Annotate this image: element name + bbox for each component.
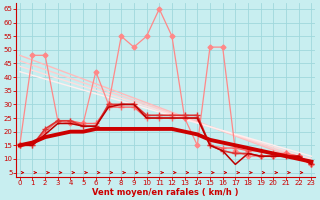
X-axis label: Vent moyen/en rafales ( km/h ): Vent moyen/en rafales ( km/h ) xyxy=(92,188,239,197)
